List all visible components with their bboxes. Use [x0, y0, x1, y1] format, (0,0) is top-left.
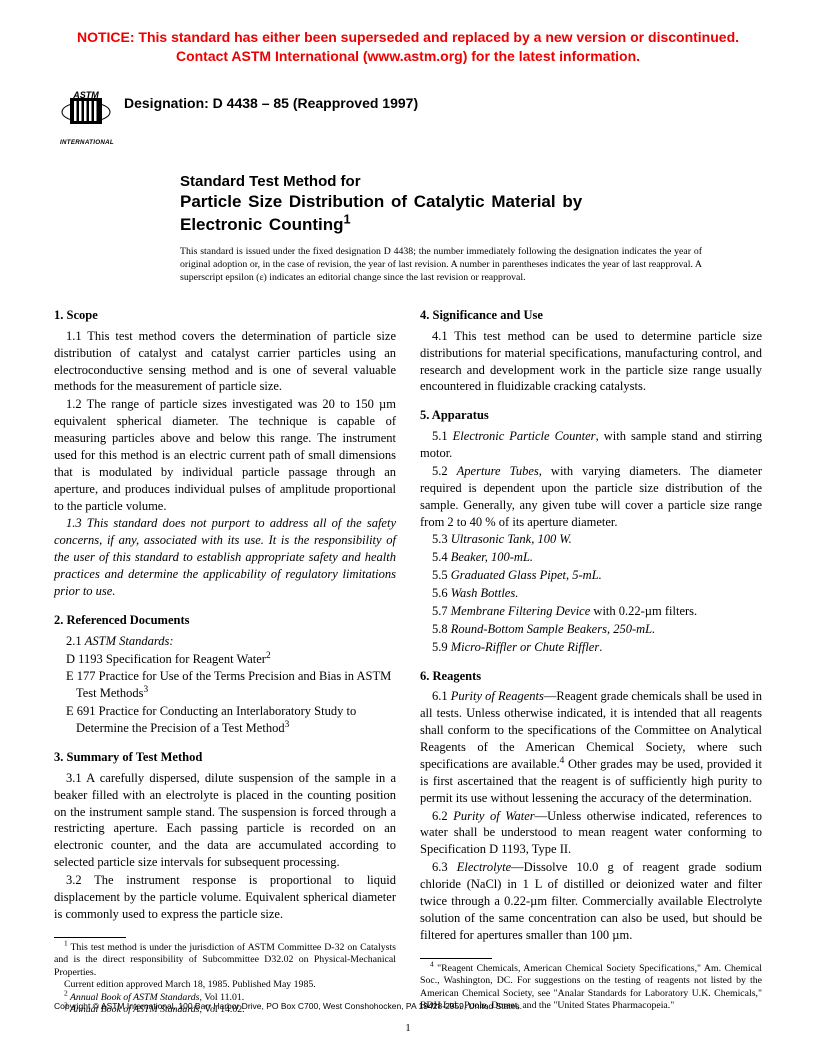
notice-line1: NOTICE: This standard has either been su… — [77, 29, 739, 45]
notice-banner: NOTICE: This standard has either been su… — [54, 28, 762, 66]
ref-item: E 691 Practice for Conducting an Interla… — [54, 703, 396, 737]
svg-text:ASTM: ASTM — [72, 90, 99, 100]
right-column: 4. Significance and Use 4.1 This test me… — [420, 307, 762, 1017]
page-number: 1 — [0, 1021, 816, 1036]
footnote: Current edition approved March 18, 1985.… — [54, 979, 396, 992]
para: 2.1 ASTM Standards: — [54, 633, 396, 650]
section-head: 1. Scope — [54, 307, 396, 324]
section-head: 5. Apparatus — [420, 407, 762, 424]
ref-item: E 177 Practice for Use of the Terms Prec… — [54, 668, 396, 702]
body-columns: 1. Scope 1.1 This test method covers the… — [54, 307, 762, 1017]
para: 1.3 This standard does not purport to ad… — [54, 515, 396, 599]
para: 5.1 Electronic Particle Counter, with sa… — [420, 428, 762, 462]
para: 3.1 A carefully dispersed, dilute suspen… — [54, 770, 396, 871]
ref-item: D 1193 Specification for Reagent Water2 — [54, 651, 396, 668]
astm-logo: ASTM INTERNATIONAL — [60, 88, 112, 144]
para: 5.8 Round-Bottom Sample Beakers, 250-mL. — [420, 621, 762, 638]
title-pre: Standard Test Method for — [180, 172, 682, 192]
para: 5.7 Membrane Filtering Device with 0.22-… — [420, 603, 762, 620]
notice-line2: Contact ASTM International (www.astm.org… — [176, 48, 640, 64]
para: 4.1 This test method can be used to dete… — [420, 328, 762, 396]
footnote: 1 This test method is under the jurisdic… — [54, 942, 396, 980]
section-head: 6. Reagents — [420, 668, 762, 685]
section-head: 3. Summary of Test Method — [54, 749, 396, 766]
logo-subtext: INTERNATIONAL — [60, 139, 112, 147]
title-block: Standard Test Method for Particle Size D… — [180, 172, 682, 236]
para: 5.3 Ultrasonic Tank, 100 W. — [420, 531, 762, 548]
para: 6.3 Electrolyte—Dissolve 10.0 g of reage… — [420, 859, 762, 943]
left-column: 1. Scope 1.1 This test method covers the… — [54, 307, 396, 1017]
para: 5.5 Graduated Glass Pipet, 5-mL. — [420, 567, 762, 584]
para: 1.2 The range of particle sizes investig… — [54, 396, 396, 514]
para: 6.2 Purity of Water—Unless otherwise ind… — [420, 808, 762, 859]
section-head: 4. Significance and Use — [420, 307, 762, 324]
para: 5.6 Wash Bottles. — [420, 585, 762, 602]
para: 1.1 This test method covers the determin… — [54, 328, 396, 396]
title-main: Particle Size Distribution of Catalytic … — [180, 191, 682, 236]
designation: Designation: D 4438 – 85 (Reapproved 199… — [124, 94, 418, 113]
header: ASTM INTERNATIONAL Designation: D 4438 –… — [60, 88, 762, 144]
issuance-note: This standard is issued under the fixed … — [180, 246, 702, 285]
para: 5.4 Beaker, 100-mL. — [420, 549, 762, 566]
copyright: Copyright © ASTM International, 100 Barr… — [54, 1001, 522, 1012]
para: 5.2 Aperture Tubes, with varying diamete… — [420, 463, 762, 531]
para: 5.9 Micro-Riffler or Chute Riffler. — [420, 639, 762, 656]
para: 3.2 The instrument response is proportio… — [54, 872, 396, 923]
section-head: 2. Referenced Documents — [54, 612, 396, 629]
para: 6.1 Purity of Reagents—Reagent grade che… — [420, 688, 762, 806]
